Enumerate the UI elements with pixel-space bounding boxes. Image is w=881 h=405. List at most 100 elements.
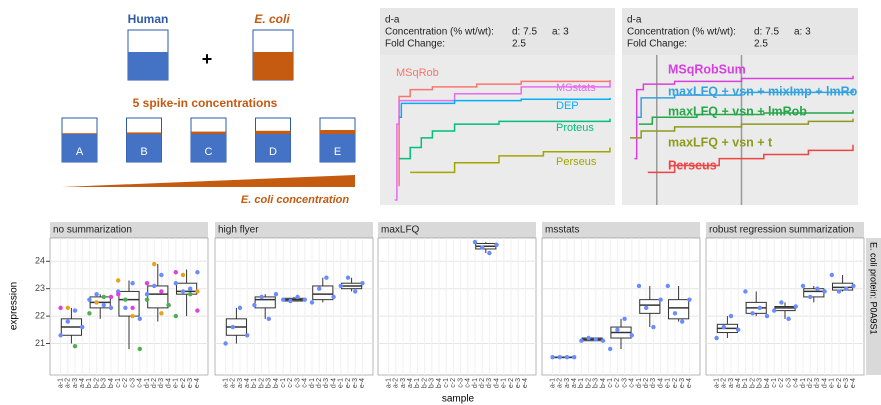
point: [152, 262, 156, 266]
point: [473, 240, 477, 244]
x-tick-label: d-3: [158, 378, 165, 388]
x-tick-label: d-4: [821, 378, 828, 388]
beaker-spike: [191, 132, 226, 134]
point: [109, 295, 113, 299]
ecoli-label: E. coli: [254, 12, 290, 26]
x-tick-label: a-2: [557, 378, 564, 388]
x-tick-label: a-3: [400, 378, 407, 388]
x-tick-label: a-1: [549, 378, 556, 388]
box: [313, 286, 333, 300]
point: [245, 333, 249, 337]
x-tick-label: a-4: [571, 378, 578, 388]
diagram: Human + E. coli 5 spike-in concentration…: [62, 12, 355, 206]
x-tick-label: c-3: [457, 378, 464, 388]
x-tick-label: b-3: [593, 378, 600, 388]
point: [130, 314, 134, 318]
y-tick-label: 23: [35, 283, 45, 293]
point: [66, 319, 70, 323]
point: [123, 297, 127, 301]
x-tick-label: a-1: [713, 378, 720, 388]
box: [148, 286, 168, 308]
x-tick-label: c-3: [129, 378, 136, 388]
x-tick-label: e-1: [829, 378, 836, 388]
point: [94, 292, 98, 296]
point: [579, 339, 583, 343]
x-tick-label: b-3: [429, 378, 436, 388]
point: [145, 281, 149, 285]
x-tick-label: e-2: [345, 378, 352, 388]
point: [130, 306, 134, 310]
y-tick-label: 21: [35, 338, 45, 348]
x-tick-label: a-1: [57, 378, 64, 388]
point: [317, 286, 321, 290]
point: [758, 306, 762, 310]
point: [109, 306, 113, 310]
x-tick-label: d-1: [309, 378, 316, 388]
point: [615, 328, 619, 332]
point: [281, 297, 285, 301]
point: [130, 281, 134, 285]
facet-title: no summarization: [53, 225, 132, 236]
point: [80, 325, 84, 329]
point: [714, 336, 718, 340]
point: [87, 297, 91, 301]
point: [331, 295, 335, 299]
x-tick-label: a-1: [222, 378, 229, 388]
point: [195, 270, 199, 274]
point: [851, 284, 855, 288]
y-tick-label: 22: [35, 310, 45, 320]
point: [181, 273, 185, 277]
point: [267, 317, 271, 321]
x-tick-label: a-2: [393, 378, 400, 388]
x-tick-label: a-4: [79, 378, 86, 388]
x-tick-label: b-4: [600, 378, 607, 388]
gradient-label: E. coli concentration: [241, 194, 349, 206]
point: [844, 286, 848, 290]
x-tick-label: a-2: [721, 378, 728, 388]
x-tick-label: e-3: [843, 378, 850, 388]
x-tick-label: b-1: [742, 378, 749, 388]
ecdf-panel: d-aConcentration (% wt/wt):d: 7.5a: 3Fol…: [622, 8, 865, 205]
point: [223, 341, 227, 345]
contrast: d-a: [385, 15, 400, 26]
point: [644, 306, 648, 310]
concentration-d: d: 7.5: [754, 27, 779, 38]
point: [550, 355, 554, 359]
x-tick-label: c-4: [137, 378, 144, 388]
x-tick-label: d-3: [486, 378, 493, 388]
x-tick-label: e-4: [194, 378, 201, 388]
box: [640, 300, 660, 314]
box: [804, 289, 824, 297]
sample-label: C: [205, 146, 213, 158]
point: [794, 304, 798, 308]
x-tick-label: b-4: [436, 378, 443, 388]
point: [658, 297, 662, 301]
point: [138, 317, 142, 321]
x-tick-label: d-3: [323, 378, 330, 388]
point: [188, 286, 192, 290]
point: [594, 337, 598, 341]
x-tick-label: c-2: [122, 378, 129, 388]
point: [565, 355, 569, 359]
point: [188, 292, 192, 296]
point: [145, 292, 149, 296]
x-tick-label: d-1: [636, 378, 643, 388]
point: [830, 273, 834, 277]
point: [102, 303, 106, 307]
x-tick-label: b-4: [108, 378, 115, 388]
series-label: Perseus: [668, 158, 717, 172]
series-label: Proteus: [556, 122, 594, 134]
x-tick-label: d-2: [807, 378, 814, 388]
plot-area: [378, 238, 536, 375]
x-tick-label: d-3: [814, 378, 821, 388]
point: [673, 311, 677, 315]
point: [801, 284, 805, 288]
x-tick-label: d-1: [144, 378, 151, 388]
x-tick-label: e-1: [501, 378, 508, 388]
point: [765, 314, 769, 318]
x-tick-label: e-3: [515, 378, 522, 388]
x-tick-label: e-1: [665, 378, 672, 388]
x-tick-label: c-1: [115, 378, 122, 388]
x-tick-label: a-3: [728, 378, 735, 388]
point: [274, 292, 278, 296]
